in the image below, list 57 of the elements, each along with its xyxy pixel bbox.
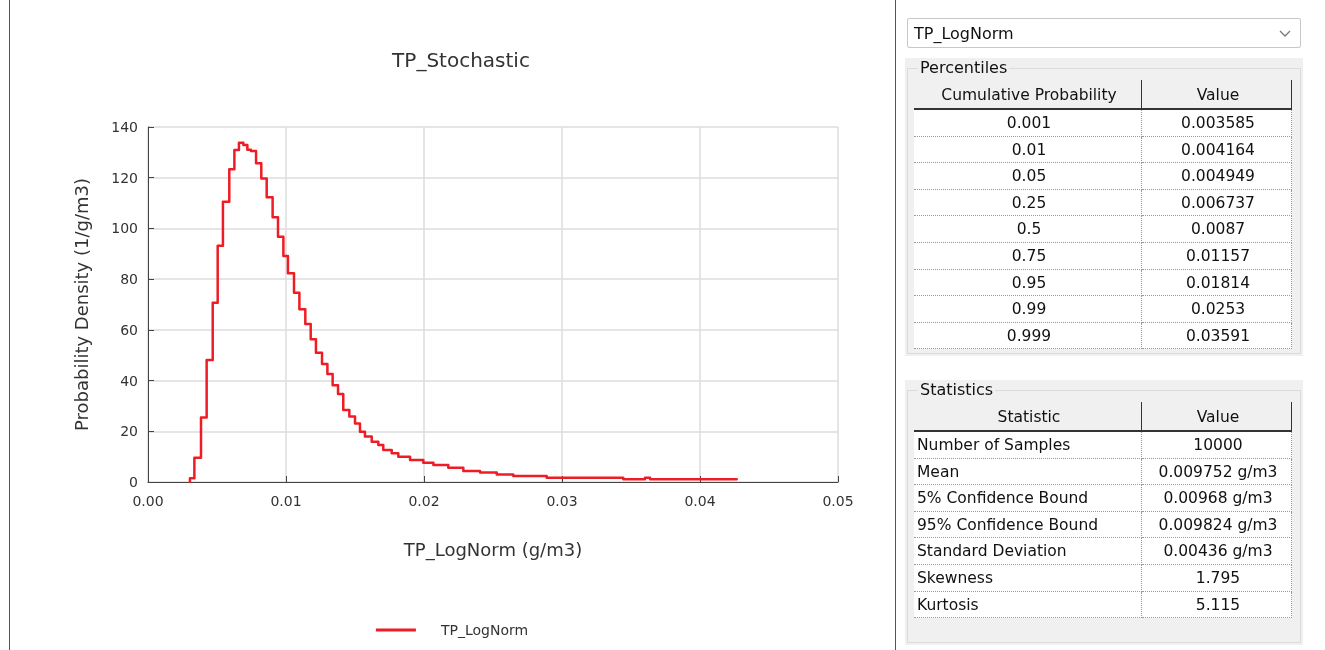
- text: 0.009752 g/m3: [1142, 458, 1292, 486]
- text: 0.05: [914, 163, 1142, 190]
- y-tick-label: 140: [111, 119, 138, 135]
- text: 0.5: [914, 216, 1142, 243]
- text: 0.01: [914, 136, 1142, 164]
- text: Statistics: [918, 380, 996, 399]
- text: 0.25: [914, 189, 1142, 217]
- text: Standard Deviation: [914, 538, 1142, 565]
- text: Number of Samples: [914, 432, 1142, 459]
- text: Skewness: [914, 564, 1142, 592]
- text: 0.99: [914, 296, 1142, 323]
- y-tick-label: 0: [129, 474, 138, 490]
- text: 0.003585: [1142, 110, 1292, 137]
- text: 0.999: [914, 322, 1142, 350]
- text: Value: [1142, 80, 1292, 110]
- text: 0.03591: [1142, 322, 1292, 350]
- text: 0.01814: [1142, 269, 1292, 297]
- chart-title: TP_Stochastic: [391, 48, 530, 72]
- x-tick-label: 0.00: [132, 493, 164, 509]
- x-tick-label: 0.02: [408, 493, 440, 509]
- text: 0.01157: [1142, 242, 1292, 270]
- text: 0.75: [914, 242, 1142, 270]
- text: 0.004949: [1142, 163, 1292, 190]
- text: Mean: [914, 458, 1142, 486]
- text: 5% Confidence Bound: [914, 485, 1142, 512]
- x-axis-title: TP_LogNorm (g/m3): [402, 538, 583, 561]
- text: Statistic: [914, 402, 1142, 432]
- text: 1.795: [1142, 564, 1292, 592]
- x-tick-label: 0.01: [270, 493, 302, 509]
- y-axis-title: Probability Density (1/g/m3): [70, 177, 92, 432]
- x-tick-label: 0.04: [684, 493, 716, 509]
- text: 0.006737: [1142, 189, 1292, 217]
- legend-label: TP_LogNorm: [439, 622, 529, 638]
- text: 0.001: [914, 110, 1142, 137]
- text: 0.0253: [1142, 296, 1292, 323]
- text: 0.00436 g/m3: [1142, 538, 1292, 565]
- text: 0.0087: [1142, 216, 1292, 243]
- text: Percentiles: [918, 58, 1010, 77]
- text: Cumulative Probability: [914, 80, 1142, 110]
- text: 0.95: [914, 269, 1142, 297]
- text: Kurtosis: [914, 591, 1142, 619]
- text: 10000: [1142, 432, 1292, 459]
- text: 5.115: [1142, 591, 1292, 619]
- text: 0.004164: [1142, 136, 1292, 164]
- text: Value: [1142, 402, 1292, 432]
- text: 0.009824 g/m3: [1142, 511, 1292, 539]
- y-tick-label: 40: [120, 372, 138, 389]
- y-tick-label: 60: [120, 321, 138, 338]
- text: 95% Confidence Bound: [914, 511, 1142, 539]
- y-tick-label: 80: [120, 271, 138, 288]
- x-tick-label: 0.03: [546, 493, 578, 509]
- y-tick-label: 120: [111, 169, 138, 186]
- y-tick-label: 100: [111, 220, 138, 237]
- x-tick-label: 0.05: [822, 493, 854, 509]
- text: 0.00968 g/m3: [1142, 485, 1292, 512]
- text: TP_LogNorm: [914, 24, 1014, 43]
- y-tick-label: 20: [120, 423, 138, 440]
